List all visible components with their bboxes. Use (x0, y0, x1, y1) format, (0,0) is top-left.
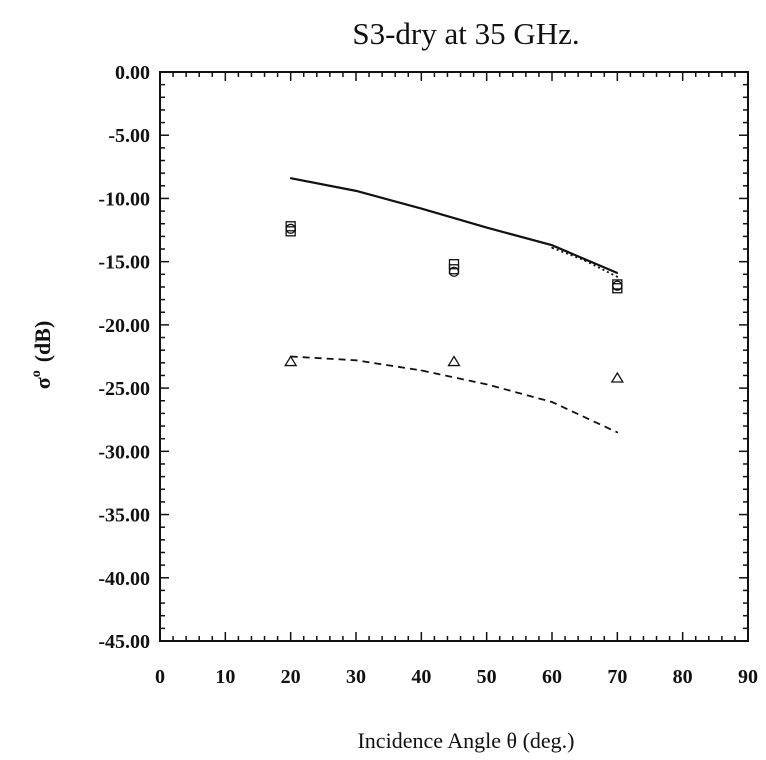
plot-frame (159, 71, 749, 642)
y-axis-label-units: (dB) (30, 321, 55, 363)
y-axis-label: σo (dB) (29, 321, 55, 390)
y-tick-label: -10.00 (98, 188, 150, 210)
circle-marker (448, 266, 460, 277)
x-tick-label: 70 (607, 666, 627, 688)
x-tick-label: 10 (215, 666, 235, 688)
dotted-series-line (551, 246, 618, 278)
x-tick-label: 30 (346, 666, 366, 688)
square-marker (612, 283, 623, 294)
solid-series-point (289, 177, 292, 180)
y-axis: 0.00 -5.00 -10.00 -15.00 -20.00 -25.00 -30.00 -… (98, 62, 748, 653)
x-axis: 0 10 20 30 40 50 60 70 80 90 (155, 72, 758, 688)
solid-series-point (485, 226, 488, 229)
dotted-series-point (551, 246, 553, 249)
y-tick-label: -35.00 (98, 505, 150, 527)
x-tick-label: 60 (542, 666, 562, 688)
dotted-series-point (583, 259, 586, 262)
y-tick-label: -45.00 (98, 631, 150, 653)
x-axis-label: Incidence Angle θ (deg.) (357, 728, 574, 753)
solid-series-point (616, 272, 619, 274)
x-tick-label: 50 (477, 666, 497, 688)
y-tick-label: -25.00 (98, 378, 150, 400)
solid-series-point (551, 244, 553, 247)
dashed-series-point (551, 401, 553, 403)
solid-series-point (420, 207, 423, 210)
triangle-marker (610, 371, 624, 383)
y-tick-label: -30.00 (98, 441, 150, 463)
triangle-marker (284, 355, 298, 367)
chart-title: S3-dry at 35 GHz. (352, 16, 579, 51)
triangle-marker (447, 355, 461, 367)
solid-series-line (290, 177, 618, 275)
x-tick-label: 20 (281, 666, 301, 688)
series-layer (284, 177, 624, 434)
dashed-series-point (485, 383, 488, 386)
circle-marker (285, 223, 296, 234)
y-tick-label: -40.00 (98, 568, 150, 590)
dotted-series-point (616, 276, 619, 278)
solid-series-point (355, 190, 357, 192)
y-tick-label: -5.00 (108, 125, 150, 147)
square-marker (448, 264, 460, 275)
y-axis-label-symbol: σ (30, 377, 55, 389)
plot-area-border (159, 71, 749, 642)
y-tick-label: -15.00 (98, 252, 150, 274)
dashed-series-point (616, 431, 619, 434)
square-marker (285, 226, 296, 237)
dashed-series-line (290, 355, 618, 434)
dashed-series-point (420, 369, 423, 372)
circle-marker (612, 280, 623, 291)
x-tick-label: 80 (673, 666, 693, 688)
x-tick-label: 0 (155, 666, 165, 688)
dashed-series-point (355, 359, 357, 362)
y-tick-label: 0.00 (115, 62, 150, 84)
y-tick-label: -20.00 (98, 315, 150, 337)
x-tick-label: 40 (411, 666, 431, 688)
y-axis-label-superscript: o (29, 370, 44, 377)
x-tick-label: 90 (738, 666, 758, 688)
